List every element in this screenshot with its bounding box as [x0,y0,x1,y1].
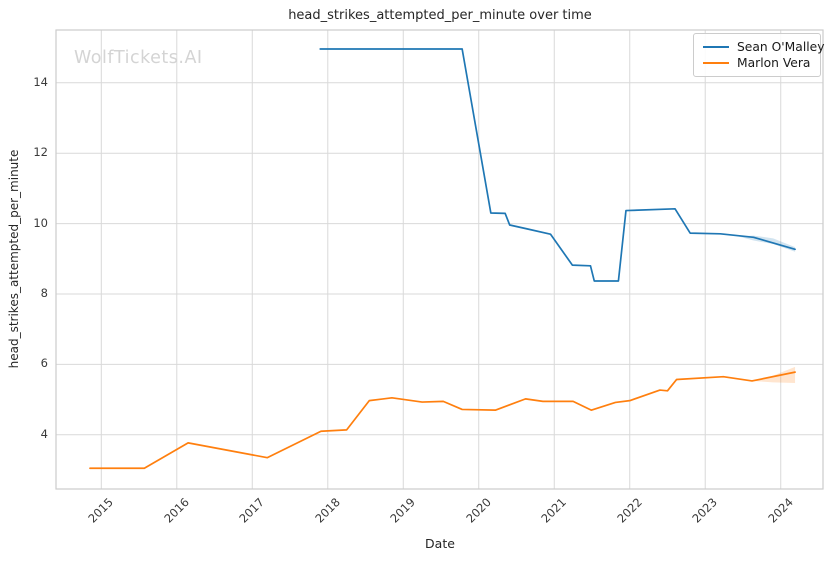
legend-label: Marlon Vera [737,56,811,70]
plot-border [55,29,824,490]
legend-item-marlon-vera: Marlon Vera [703,55,812,71]
y-tick-label: 14 [33,74,48,89]
y-tick-label: 4 [40,426,48,441]
series-line-marlon-vera [89,371,796,470]
y-tick-label: 10 [33,215,48,230]
y-tick-label: 6 [40,356,48,371]
legend-item-sean-omalley: Sean O'Malley [703,39,825,55]
x-axis-label: Date [425,536,455,551]
chart-title: head_strikes_attempted_per_minute over t… [288,8,592,23]
legend-box: Sean O'Malley Marlon Vera [693,33,825,77]
confidence-band-marlon-vera [752,366,796,384]
watermark-text: WolfTickets.AI [74,48,203,68]
legend-line-swatch-orange [703,62,729,64]
series-line-sean-o-malley [319,48,796,282]
confidence-band-sean-o-malley [739,235,796,252]
y-tick-label: 8 [40,285,48,300]
y-axis-label: head_strikes_attempted_per_minute [7,149,21,369]
legend-line-swatch-blue [703,46,729,48]
y-tick-label: 12 [33,145,48,160]
legend-label: Sean O'Malley [737,40,825,54]
